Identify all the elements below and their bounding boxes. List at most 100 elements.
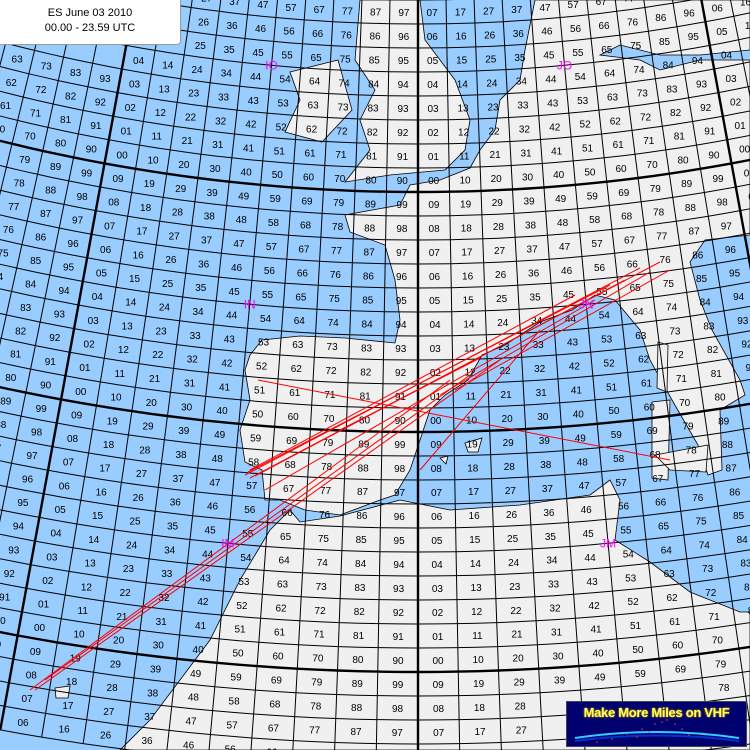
square-label: 62: [306, 125, 318, 136]
square-label: 92: [393, 608, 405, 619]
square-label: 01: [38, 600, 50, 611]
meridian-line: [643, 0, 750, 728]
qso-path: [454, 269, 671, 391]
square-label: 60: [615, 164, 627, 175]
square-label: 04: [92, 292, 104, 303]
square-label: 46: [207, 502, 219, 513]
square-label: 16: [455, 31, 467, 42]
square-label: 63: [12, 55, 24, 66]
square-label: 72: [336, 126, 348, 137]
square-label: 47: [233, 239, 245, 250]
square-label: 98: [392, 704, 404, 715]
square-label: 38: [204, 212, 216, 223]
square-label: 09: [433, 680, 445, 691]
square-label: 84: [700, 298, 712, 309]
square-label: 53: [258, 338, 270, 349]
square-label: 13: [464, 343, 476, 354]
square-label: 83: [703, 322, 715, 333]
square-label: 76: [341, 30, 353, 41]
square-label: 96: [725, 245, 737, 256]
square-label: 70: [312, 654, 324, 665]
square-label: 25: [496, 294, 508, 305]
square-label: 97: [398, 8, 410, 19]
qso-path: [254, 279, 626, 477]
square-label: 11: [472, 631, 483, 642]
square-label: 44: [545, 75, 557, 86]
square-label: 35: [514, 53, 526, 64]
square-label: 57: [227, 720, 239, 731]
square-label: 27: [136, 469, 148, 480]
square-label: 87: [689, 227, 701, 238]
square-label: 93: [737, 316, 749, 327]
square-label: 13: [471, 583, 483, 594]
square-label: 74: [317, 558, 329, 569]
meridian-line: [672, 0, 750, 472]
square-label: 90: [395, 416, 407, 427]
square-label: 52: [256, 362, 268, 373]
square-label: 43: [547, 99, 559, 110]
square-label: 14: [125, 298, 137, 309]
square-label: 00: [430, 416, 442, 427]
square-label: 45: [563, 290, 575, 301]
square-label: 80: [5, 373, 17, 384]
square-label: 16: [96, 487, 108, 498]
square-label: 90: [397, 176, 409, 187]
square-label: 83: [367, 103, 379, 114]
square-label: 50: [584, 167, 596, 178]
square-label: 23: [188, 89, 200, 100]
square-label: 50: [608, 406, 620, 417]
square-label: 23: [487, 102, 499, 113]
square-label: 41: [219, 382, 231, 393]
square-label: 88: [364, 223, 376, 234]
square-label: 85: [696, 274, 708, 285]
square-label: 65: [311, 53, 323, 64]
square-label: 36: [543, 508, 555, 519]
square-label: 97: [26, 451, 38, 462]
square-label: 76: [692, 493, 704, 504]
propagation-paths: [29, 261, 671, 691]
square-label: 35: [167, 522, 179, 533]
square-label: 37: [229, 0, 241, 8]
square-label: 41: [243, 144, 255, 155]
square-label: 04: [429, 320, 441, 331]
square-label: 27: [516, 726, 528, 737]
square-label: 06: [431, 512, 443, 523]
square-label: 17: [455, 7, 467, 18]
square-label: 95: [396, 296, 408, 307]
square-label: 66: [266, 747, 278, 750]
meridian-line: [375, 0, 391, 750]
square-label: 98: [717, 198, 729, 209]
square-label: 66: [282, 508, 294, 519]
square-label: 18: [66, 677, 78, 688]
square-label: 16: [740, 0, 750, 9]
square-label: 32: [187, 355, 199, 366]
square-label: 76: [660, 255, 672, 266]
square-label: 71: [324, 390, 336, 401]
square-label: 96: [68, 239, 80, 250]
square-label: 07: [431, 488, 443, 499]
square-label: 19: [467, 439, 479, 450]
square-label: 11: [115, 369, 126, 380]
square-label: 91: [393, 632, 405, 643]
square-label: 83: [361, 343, 373, 354]
square-label: 86: [363, 271, 375, 282]
square-label: 61: [0, 101, 11, 112]
square-label: 69: [271, 676, 283, 687]
meridian-line: [166, 0, 250, 750]
square-label: 47: [579, 481, 591, 492]
square-label: 47: [209, 478, 221, 489]
square-label: 39: [539, 436, 551, 447]
square-label: 61: [641, 379, 653, 390]
square-label: 05: [431, 536, 443, 547]
square-label: 16: [133, 250, 145, 261]
square-label: 76: [3, 225, 15, 236]
square-label: 48: [557, 218, 569, 229]
square-label: 57: [592, 239, 604, 250]
square-label: 30: [537, 412, 549, 423]
meridian-line: [0, 0, 77, 346]
square-label: 75: [340, 54, 352, 65]
square-label: 81: [748, 606, 750, 617]
qso-path: [29, 379, 451, 691]
square-label: 82: [670, 108, 682, 119]
square-label: 68: [300, 220, 312, 231]
